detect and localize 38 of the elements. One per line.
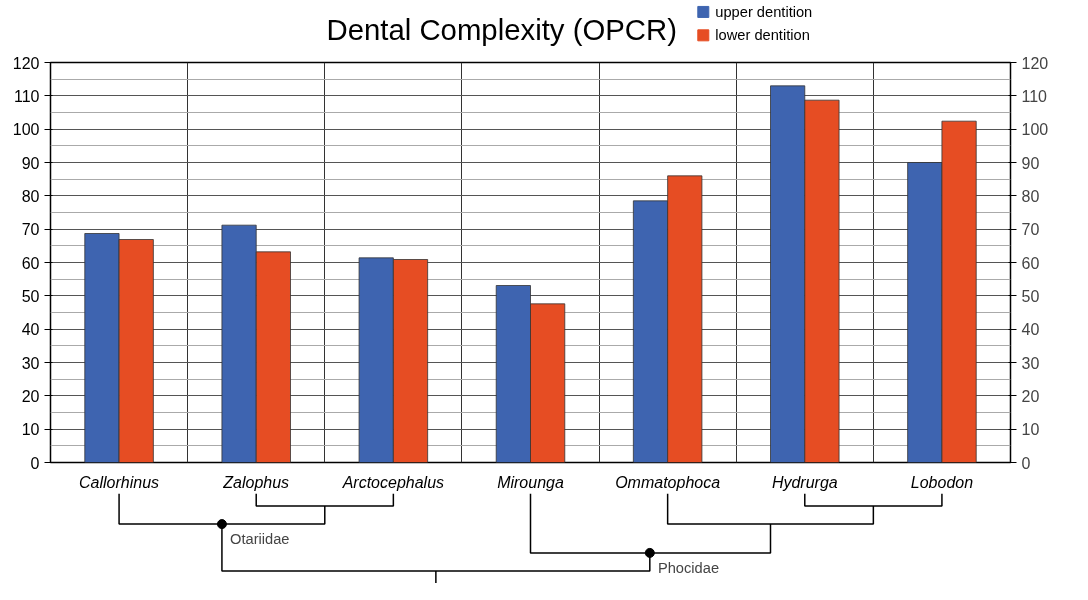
y2-tick-label: 60 xyxy=(1021,254,1040,272)
y-tick-label: 100 xyxy=(12,121,40,139)
y2-tick-label: 50 xyxy=(1021,287,1040,305)
x-tick-label: Hydrurga xyxy=(771,473,838,491)
y-tick-label: 120 xyxy=(12,54,40,72)
y2-tick-label: 20 xyxy=(1021,387,1040,405)
x-tick-label: Ommatophoca xyxy=(615,473,721,491)
y-tick-label: 40 xyxy=(21,321,40,339)
y2-tick-label: 90 xyxy=(1021,154,1040,172)
y2-tick-label: 10 xyxy=(1021,421,1040,439)
y-tick-label: 110 xyxy=(13,87,40,105)
y2-tick-label: 80 xyxy=(1021,187,1040,205)
y-tick-label: 10 xyxy=(21,421,40,439)
y2-tick-label: 100 xyxy=(1021,121,1049,139)
y-tick-label: 20 xyxy=(21,387,40,405)
y-tick-label: 60 xyxy=(21,254,40,272)
x-tick-label: Callorhinus xyxy=(79,473,160,491)
y-tick-label: 0 xyxy=(30,454,40,472)
chart-title: Dental Complexity (OPCR) xyxy=(326,12,677,46)
y2-tick-label: 0 xyxy=(1021,454,1031,472)
y2-tick-label: 120 xyxy=(1021,54,1049,72)
x-tick-label: Mirounga xyxy=(497,473,564,491)
y-tick-label: 50 xyxy=(21,287,40,305)
y-tick-label: 80 xyxy=(21,187,40,205)
y-tick-label: 70 xyxy=(21,221,40,239)
y2-tick-label: 70 xyxy=(1021,221,1040,239)
x-tick-label: Arctocephalus xyxy=(341,473,445,491)
x-tick-label: Zalophus xyxy=(222,473,290,491)
x-tick-label: Lobodon xyxy=(910,473,974,491)
text: Otariidae xyxy=(230,531,290,548)
y-tick-label: 90 xyxy=(21,154,40,172)
y2-tick-label: 110 xyxy=(1021,87,1048,105)
legend-label: upper dentition xyxy=(715,3,813,20)
text: Phocidae xyxy=(657,560,720,577)
y2-tick-label: 30 xyxy=(1021,354,1040,372)
y2-tick-label: 40 xyxy=(1021,321,1040,339)
legend-label: lower dentition xyxy=(715,27,810,44)
y-tick-label: 30 xyxy=(21,354,40,372)
